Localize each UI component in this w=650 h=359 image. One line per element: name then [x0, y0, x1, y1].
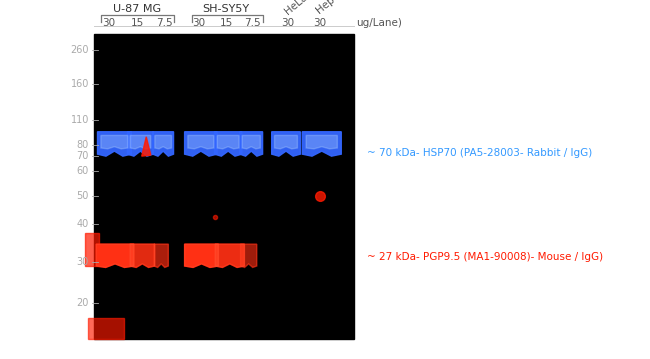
Polygon shape: [154, 244, 168, 267]
Text: 30: 30: [77, 257, 89, 267]
Text: 80: 80: [77, 140, 89, 150]
Polygon shape: [153, 132, 174, 156]
Text: Hep G2: Hep G2: [315, 0, 351, 16]
Text: 20: 20: [77, 298, 89, 308]
Text: ~ 27 kDa- PGP9.5 (MA1-90008)- Mouse / IgG): ~ 27 kDa- PGP9.5 (MA1-90008)- Mouse / Ig…: [367, 252, 603, 262]
Polygon shape: [274, 135, 298, 149]
Polygon shape: [214, 132, 242, 156]
Text: SH-SY5Y: SH-SY5Y: [203, 4, 250, 14]
Polygon shape: [96, 244, 134, 267]
Polygon shape: [240, 244, 257, 267]
Polygon shape: [302, 132, 341, 156]
Polygon shape: [98, 132, 131, 156]
Text: 7.5: 7.5: [244, 18, 261, 28]
Bar: [94, 34, 354, 339]
Polygon shape: [130, 244, 155, 267]
Polygon shape: [185, 244, 218, 267]
Polygon shape: [242, 135, 260, 149]
Text: 15: 15: [131, 18, 144, 28]
Text: 70: 70: [77, 151, 89, 161]
Polygon shape: [127, 132, 153, 156]
Polygon shape: [142, 137, 151, 156]
Polygon shape: [306, 135, 337, 149]
Polygon shape: [217, 135, 239, 149]
Polygon shape: [155, 135, 172, 149]
Text: 7.5: 7.5: [156, 18, 173, 28]
Polygon shape: [240, 132, 263, 156]
Polygon shape: [88, 318, 124, 339]
Text: 30: 30: [103, 18, 116, 28]
Text: 260: 260: [71, 45, 89, 55]
Polygon shape: [188, 135, 214, 149]
Text: HeLa: HeLa: [283, 0, 309, 16]
Text: 30: 30: [192, 18, 205, 28]
Text: ug/Lane): ug/Lane): [356, 18, 402, 28]
Polygon shape: [101, 135, 128, 149]
Text: 50: 50: [77, 191, 89, 201]
Polygon shape: [154, 244, 168, 267]
Polygon shape: [185, 132, 217, 156]
Polygon shape: [240, 244, 257, 267]
Text: U-87 MG: U-87 MG: [113, 4, 161, 14]
Text: 40: 40: [77, 219, 89, 229]
Text: ~ 70 kDa- HSP70 (PA5-28003- Rabbit / IgG): ~ 70 kDa- HSP70 (PA5-28003- Rabbit / IgG…: [367, 148, 593, 158]
Text: 60: 60: [77, 165, 89, 176]
Text: 160: 160: [71, 79, 89, 89]
Text: 110: 110: [71, 115, 89, 125]
Polygon shape: [185, 244, 218, 267]
Polygon shape: [130, 244, 155, 267]
Text: 30: 30: [313, 18, 326, 28]
Polygon shape: [215, 244, 244, 267]
Polygon shape: [96, 244, 134, 267]
Polygon shape: [130, 135, 151, 149]
Polygon shape: [84, 233, 99, 266]
Text: 15: 15: [220, 18, 233, 28]
Polygon shape: [215, 244, 244, 267]
Polygon shape: [272, 132, 300, 156]
Text: 30: 30: [281, 18, 294, 28]
